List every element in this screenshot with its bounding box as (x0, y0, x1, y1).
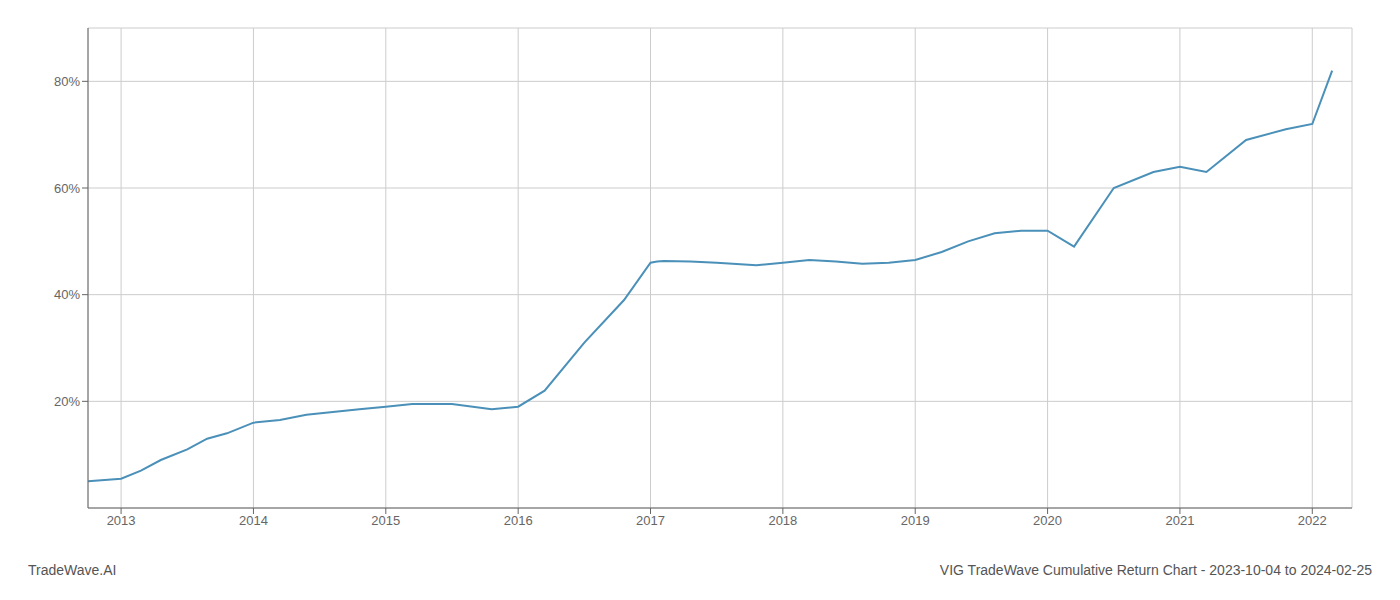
svg-text:2022: 2022 (1298, 513, 1327, 528)
svg-text:2014: 2014 (239, 513, 268, 528)
svg-text:80%: 80% (54, 74, 80, 89)
svg-text:2013: 2013 (107, 513, 136, 528)
svg-text:2018: 2018 (768, 513, 797, 528)
svg-text:60%: 60% (54, 181, 80, 196)
html-text:TradeWave.AI: TradeWave.AI (28, 562, 117, 578)
svg-text:2020: 2020 (1033, 513, 1062, 528)
svg-text:2021: 2021 (1165, 513, 1194, 528)
svg-text:2019: 2019 (901, 513, 930, 528)
html-text:VIG TradeWave Cumulative Retur: VIG TradeWave Cumulative Return Chart - … (939, 562, 1372, 578)
svg-text:40%: 40% (54, 287, 80, 302)
svg-text:2015: 2015 (371, 513, 400, 528)
svg-text:2016: 2016 (504, 513, 533, 528)
svg-text:20%: 20% (54, 394, 80, 409)
svg-text:2017: 2017 (636, 513, 665, 528)
